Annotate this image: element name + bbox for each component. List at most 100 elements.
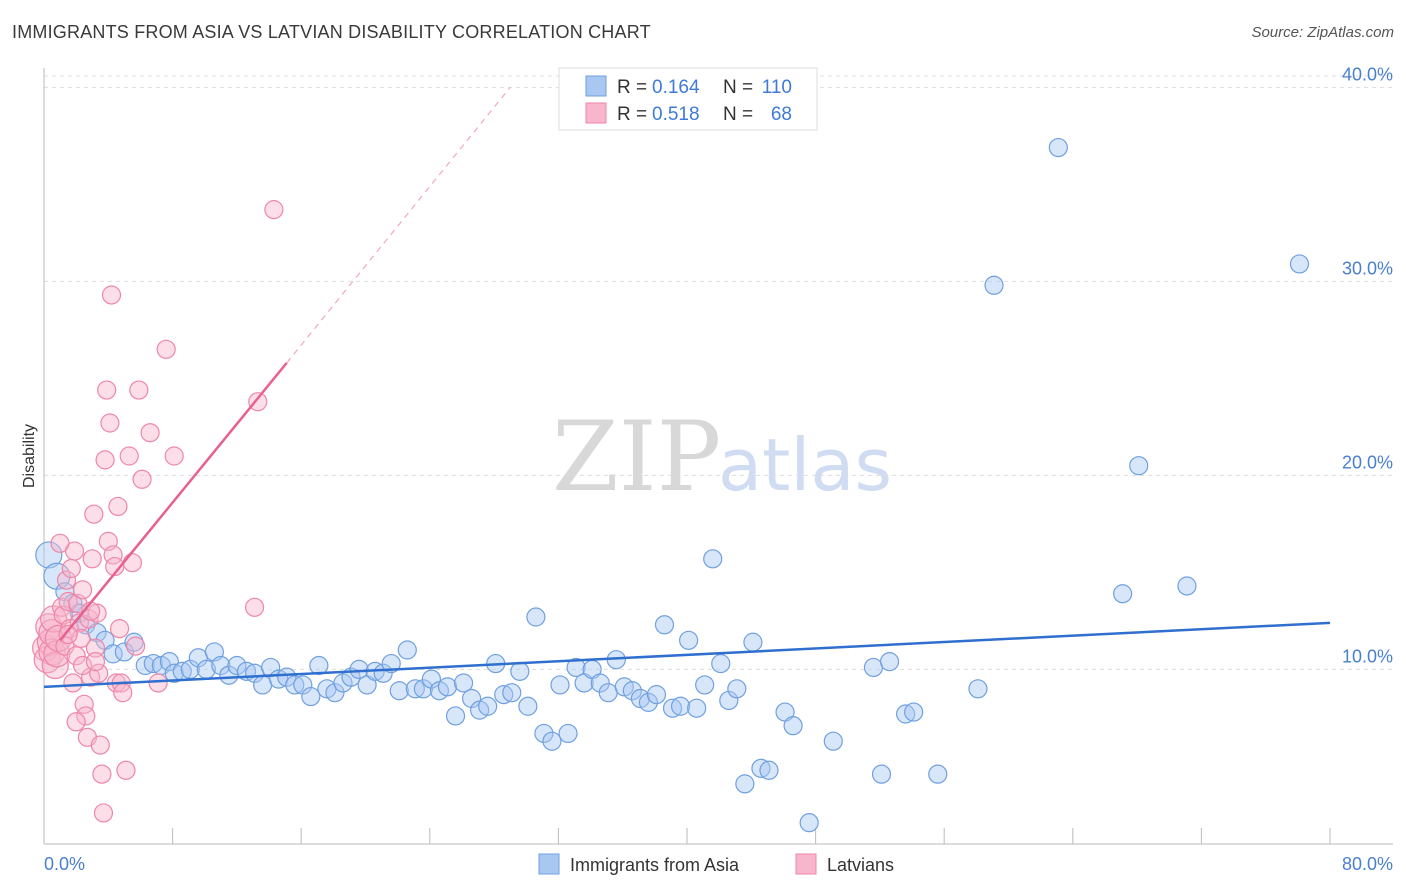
y-tick-label: 10.0% [1342,646,1393,666]
scatter-point [264,200,284,220]
scatter-point [502,683,522,703]
series-latvians [32,200,284,823]
trend-line-latvians [59,362,288,642]
scatter-point [478,696,498,716]
scatter-point [76,706,96,726]
scatter-point [277,667,297,687]
scatter-point [38,638,66,666]
bottom-legend-swatch-asia [538,853,560,875]
scatter-point [783,716,803,736]
scatter-point [122,553,143,573]
scatter-point [711,653,731,674]
chart-title: IMMIGRANTS FROM ASIA VS LATVIAN DISABILI… [12,22,651,42]
scatter-point [679,630,699,650]
scatter-point [598,683,618,703]
scatter-point [879,652,900,672]
x-ticks [43,828,1331,844]
scatter-point [397,640,417,660]
scatter-point [159,652,179,672]
x-tick-label-max: 80.0% [1342,854,1393,874]
scatter-point [66,646,86,666]
scatter-point [759,760,779,780]
scatter-point [61,558,81,579]
scatter-point [646,685,667,705]
legend-r-label-latvians: R = [617,104,647,125]
series-immigrants-from-asia [35,137,1310,833]
scatter-point [58,591,78,612]
y-tick-label: 30.0% [1342,258,1393,278]
scatter-point [248,392,268,412]
watermark-atlas: atlas [718,423,892,507]
scatter-point [799,813,819,833]
scatter-point [494,685,514,705]
scatter-point [703,549,723,569]
scatter-point [654,615,675,635]
scatter-point [285,675,305,695]
bottom-legend-label-asia: Immigrants from Asia [570,855,740,875]
trend-lines [43,87,1331,689]
scatter-point [622,681,642,701]
y-tick-label: 20.0% [1342,452,1393,472]
scatter-point [445,706,466,726]
scatter-point [695,675,715,695]
scatter-point [558,723,578,744]
scatter-point [119,446,139,466]
scatter-point [381,653,401,674]
scatter-point [211,655,231,676]
scatter-point [638,692,659,712]
scatter-point [84,504,104,524]
trend-line-asia [43,621,1331,689]
bottom-legend-label-latvians: Latvians [827,855,894,875]
scatter-point [437,677,458,697]
scatter-point [41,651,69,680]
scatter-point [389,681,409,701]
legend-n-value-latvians: 68 [771,104,792,125]
x-tick-label-min: 0.0% [44,854,85,874]
scatter-point [1177,576,1197,596]
scatter-point [35,541,63,569]
scatter-point [71,628,91,648]
scatter-point [904,702,924,722]
legend-n-value-asia: 110 [762,77,792,98]
y-axis-title: Disability [21,424,38,488]
scatter-point [928,764,948,784]
legend-swatch-asia [585,75,607,97]
scatter-point [743,632,763,652]
scatter-point [1129,456,1149,476]
legend: R = 0.164 N = 110 R = 0.518 N = 68 [558,67,818,131]
scatter-point [109,619,130,639]
scatter-point [863,657,884,678]
scatter-point [108,496,128,517]
source-label: Source: ZipAtlas.com [1251,24,1394,41]
scatter-point [116,760,136,780]
legend-n-label-asia: N = [723,77,753,98]
scatter-point [100,413,120,433]
legend-n-label-latvians: N = [723,104,753,125]
scatter-point [984,275,1004,295]
scatter-point [227,655,247,676]
scatter-point [244,597,265,617]
scatter-point [58,624,78,645]
scatter-point [1289,254,1310,274]
watermark-zip: ZIP [552,401,721,513]
axes [43,68,1393,845]
scatter-point [1113,584,1133,604]
scatter-point [101,285,122,305]
scatter-point [405,679,425,699]
scatter-point [687,698,707,718]
bottom-legend-swatch-latvians [795,853,817,875]
scatter-point [896,704,916,724]
scatter-point [968,679,988,699]
scatter-point [85,652,106,672]
scatter-point [1048,137,1068,158]
legend-swatch-latvians [585,102,607,124]
scatter-point [325,683,345,703]
legend-r-value-latvians: 0.518 [652,104,700,125]
scatter-point [542,731,562,751]
scatter-point [566,657,586,678]
scatter-point [253,675,273,695]
scatter-point [89,663,109,683]
scatter-point [510,661,530,681]
scatter-point [156,339,176,359]
